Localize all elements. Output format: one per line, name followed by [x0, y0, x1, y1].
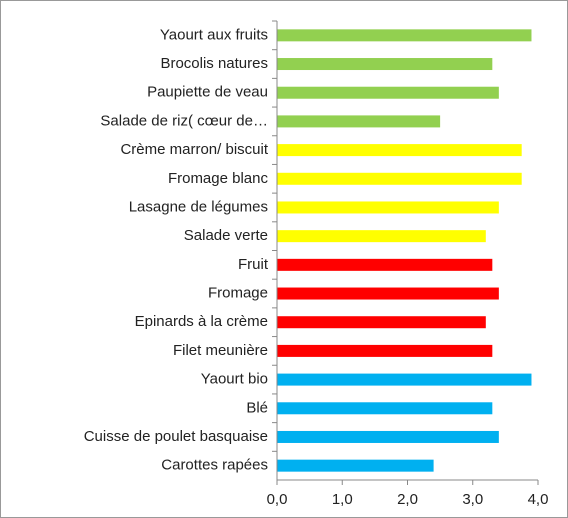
- x-tick-label: 1,0: [332, 491, 353, 508]
- bar: [277, 230, 486, 243]
- y-tick-label: Fromage blanc: [168, 170, 269, 187]
- bar: [277, 344, 493, 357]
- bar: [277, 144, 522, 157]
- bar: [277, 373, 532, 386]
- y-tick-label: Filet meunière: [173, 342, 268, 359]
- x-tick-label: 4,0: [528, 491, 549, 508]
- y-tick-label: Salade de riz( cœur de…: [100, 112, 268, 129]
- y-tick-label: Paupiette de veau: [147, 84, 268, 101]
- y-tick-label: Fruit: [238, 256, 269, 273]
- bar: [277, 86, 499, 99]
- bar: [277, 172, 522, 185]
- bar: [277, 58, 493, 71]
- y-tick-label: Fromage: [208, 285, 268, 302]
- y-tick-label: Yaourt aux fruits: [160, 26, 268, 43]
- y-tick-label: Crème marron/ biscuit: [120, 141, 268, 158]
- bar: [277, 29, 532, 42]
- y-tick-label: Blé: [246, 399, 268, 416]
- bar: [277, 459, 434, 472]
- y-tick-label: Epinards à la crème: [135, 313, 268, 330]
- y-tick-label: Yaourt bio: [201, 371, 268, 388]
- y-tick-label: Cuisse de poulet basquaise: [84, 428, 268, 445]
- bar: [277, 287, 499, 300]
- y-tick-label: Carottes rapées: [161, 457, 268, 474]
- bar: [277, 201, 499, 214]
- x-tick-label: 0,0: [267, 491, 288, 508]
- bar: [277, 115, 441, 128]
- bar: [277, 430, 499, 443]
- y-tick-label: Brocolis natures: [160, 55, 268, 72]
- x-tick-label: 2,0: [397, 491, 418, 508]
- bar: [277, 258, 493, 271]
- y-tick-label: Salade verte: [184, 227, 268, 244]
- bar: [277, 316, 486, 329]
- x-tick-label: 3,0: [462, 491, 483, 508]
- y-tick-label: Lasagne de légumes: [129, 198, 268, 215]
- bar: [277, 402, 493, 415]
